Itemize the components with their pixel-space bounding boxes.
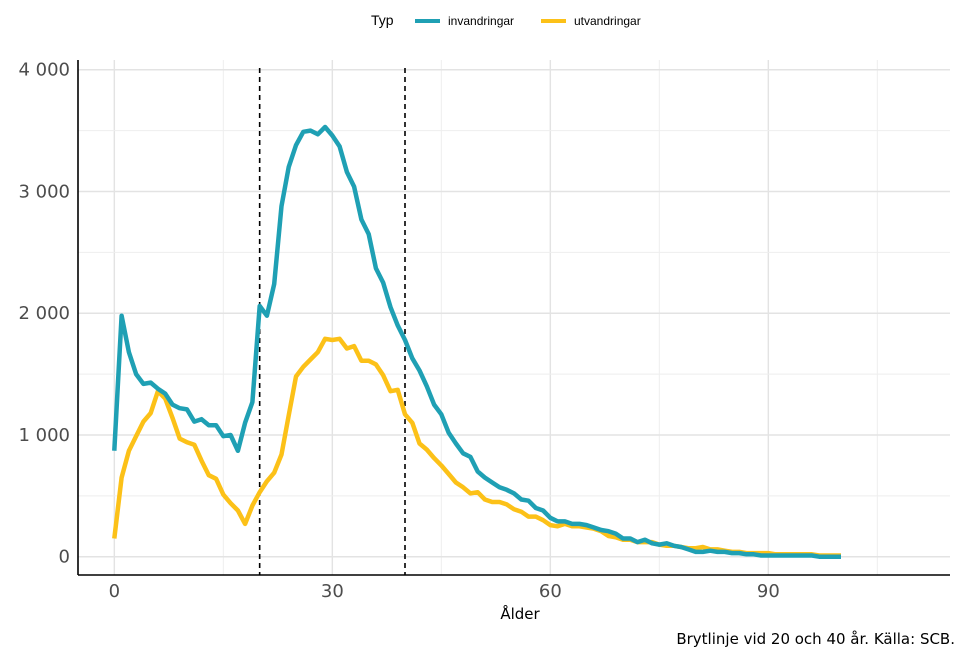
legend-title: Typ: [371, 12, 394, 28]
legend-label-invandringar: invandringar: [448, 14, 514, 28]
y-tick-label: 2 000: [18, 303, 70, 324]
caption: Brytlinje vid 20 och 40 år. Källa: SCB.: [676, 630, 955, 648]
x-tick-label: 90: [757, 581, 780, 602]
x-tick-label: 60: [539, 581, 562, 602]
series-line-invandringar: [112, 124, 841, 559]
legend: Typ invandringar utvandringar: [371, 12, 641, 28]
y-tick-label: 1 000: [18, 425, 70, 446]
legend-label-utvandringar: utvandringar: [574, 14, 641, 28]
grid: [78, 60, 950, 575]
y-tick-label: 3 000: [18, 181, 70, 202]
axes: [77, 60, 950, 576]
x-tick-labels: 0 30 60 90: [109, 581, 780, 602]
series-lines: [112, 124, 841, 559]
x-tick-label: 30: [321, 581, 344, 602]
x-tick-label: 0: [109, 581, 120, 602]
y-tick-label: 4 000: [18, 60, 70, 81]
y-tick-labels: 0 1 000 2 000 3 000 4 000: [18, 60, 70, 568]
x-axis-title: Ålder: [500, 604, 540, 623]
y-tick-label: 0: [59, 547, 70, 568]
